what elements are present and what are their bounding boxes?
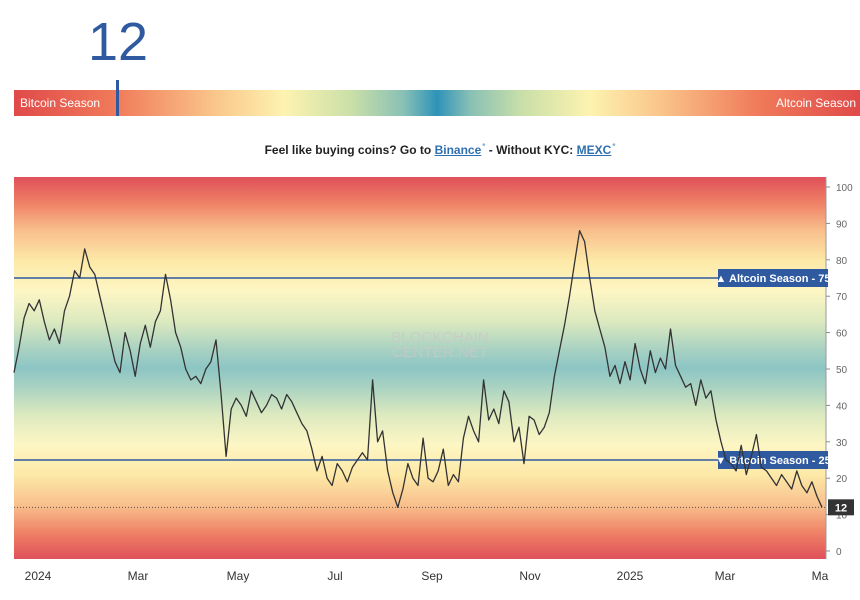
- y-tick-label-60: 60: [836, 329, 848, 340]
- gauge-label-bitcoin-season: Bitcoin Season: [20, 96, 101, 110]
- mexc-link[interactable]: MEXC: [576, 143, 612, 157]
- binance-link[interactable]: Binance: [434, 143, 482, 157]
- y-axis: 0 10 20 30 40 50 60 70 80 90 100: [825, 177, 853, 559]
- watermark-line-1: BLOCKCHAIN: [391, 329, 489, 346]
- y-tick-label-50: 50: [836, 365, 848, 376]
- x-tick-label-3: Jul: [327, 569, 342, 583]
- x-tick-label-5: Nov: [519, 569, 540, 583]
- index-value: 12: [88, 12, 149, 72]
- y-tick-label-20: 20: [836, 474, 848, 485]
- x-tick-label-8: Ma: [812, 569, 829, 583]
- x-tick-label-1: Mar: [128, 569, 149, 583]
- threshold-label-0: ▲ Altcoin Season - 75: [715, 273, 830, 285]
- x-tick-label-4: Sep: [421, 569, 443, 583]
- watermark-line-2: CENTER.NET: [392, 344, 488, 361]
- x-tick-label-0: 2024: [25, 569, 52, 583]
- y-tick-label-80: 80: [836, 256, 848, 267]
- promo-banner: Feel like buying coins? Go to Binance* -…: [0, 142, 860, 157]
- plot-background: [14, 177, 826, 559]
- promo-middle: - Without KYC:: [488, 143, 574, 157]
- gauge-label-altcoin-season: Altcoin Season: [775, 96, 856, 110]
- current-value-tag-bg: [828, 499, 854, 516]
- y-tick-label-70: 70: [836, 292, 848, 303]
- y-tick-label-30: 30: [836, 438, 848, 449]
- current-value-tag: 12: [828, 499, 854, 516]
- binance-link-sup: *: [482, 142, 486, 151]
- y-tick-label-40: 40: [836, 401, 848, 412]
- mexc-link-sup: *: [612, 142, 616, 151]
- y-tick-label-0: 0: [836, 547, 842, 558]
- y-tick-label-100: 100: [836, 183, 853, 194]
- season-gauge: Bitcoin Season Altcoin Season: [14, 90, 860, 116]
- gauge-marker: [116, 80, 119, 116]
- promo-prefix: Feel like buying coins? Go to: [264, 143, 432, 157]
- current-value-tag-text: 12: [835, 502, 847, 514]
- x-axis: 2024 Mar May Jul Sep Nov 2025 Mar Ma: [25, 569, 829, 583]
- threshold-label-bg-0: [718, 269, 828, 287]
- x-tick-label-6: 2025: [617, 569, 644, 583]
- x-tick-label-7: Mar: [715, 569, 736, 583]
- threshold-label-bg-1: [718, 451, 828, 469]
- x-tick-label-2: May: [227, 569, 250, 583]
- y-tick-label-10: 10: [836, 511, 848, 522]
- threshold-lines: ▲ Altcoin Season - 75▼ Bitcoin Season - …: [14, 269, 831, 469]
- index-series-line: [13, 230, 823, 508]
- y-tick-label-90: 90: [836, 219, 848, 230]
